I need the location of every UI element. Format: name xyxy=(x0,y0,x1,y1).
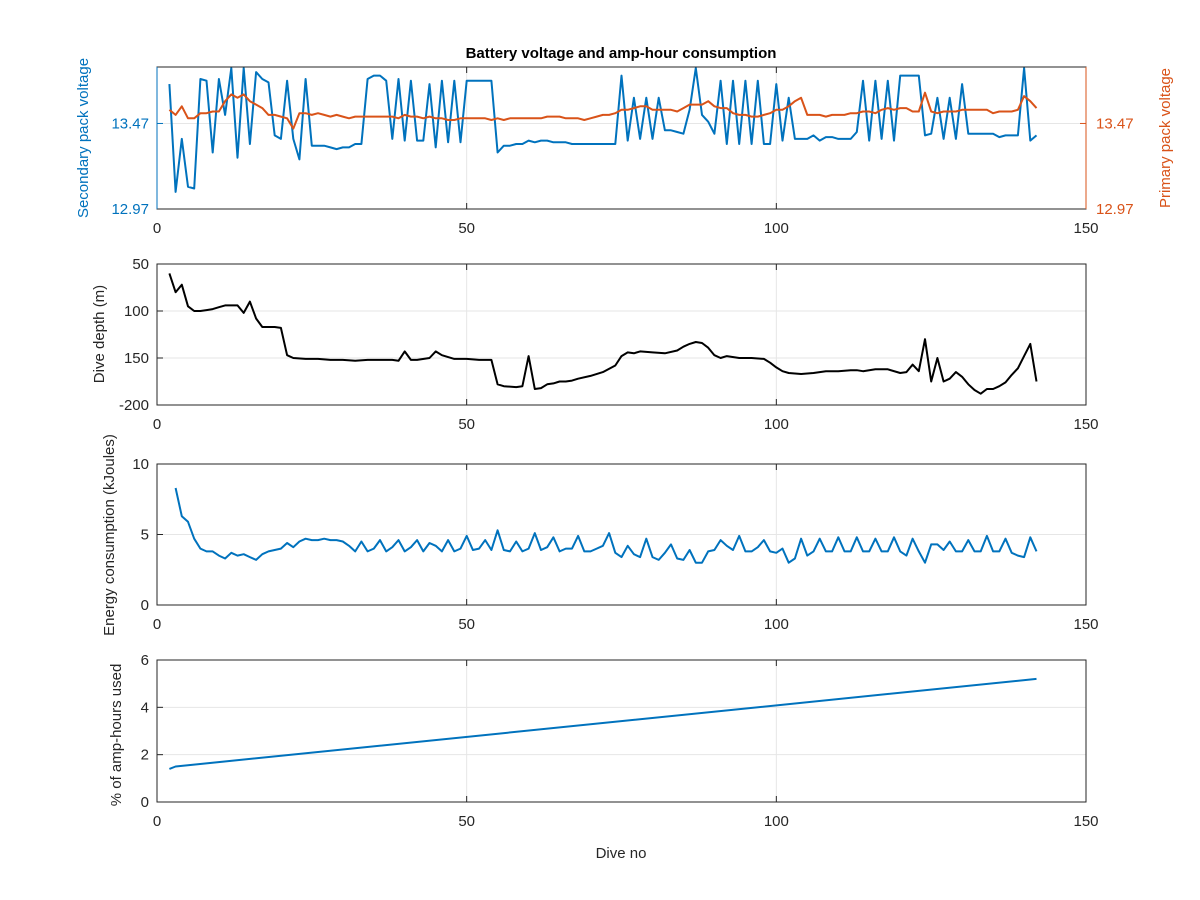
amphours-grid xyxy=(156,659,1087,803)
voltage-y-tick-label: 13.47 xyxy=(111,115,149,132)
energy-y-tick-label: 10 xyxy=(132,456,149,473)
energy-x-tick-label: 0 xyxy=(153,616,161,633)
depth-y-tick-label: 150 xyxy=(124,350,149,367)
voltage-series-right-line xyxy=(168,91,1038,130)
voltage-y-tick-label: 12.97 xyxy=(111,201,149,218)
energy-x-tick-label: 150 xyxy=(1073,616,1098,633)
amphours-x-tick-label: 150 xyxy=(1073,813,1098,830)
depth-x-tick-label: 0 xyxy=(153,416,161,433)
voltage-y-tick-label: 12.97 xyxy=(1096,201,1134,218)
amphours-axis-label: % of amp-hours used xyxy=(108,664,125,807)
depth-axis-label: Dive depth (m) xyxy=(91,285,108,383)
energy-x-tick-label: 100 xyxy=(764,616,789,633)
voltage-y-tick-label: 13.47 xyxy=(1096,115,1134,132)
depth-y-tick-label: 100 xyxy=(124,303,149,320)
amphours-x-tick-label: 50 xyxy=(458,813,475,830)
amphours-series-0-line xyxy=(169,677,1037,770)
x-axis-label: Dive no xyxy=(596,845,647,862)
amphours-y-tick-label: 4 xyxy=(141,699,149,716)
amphours-x-tick-label: 100 xyxy=(764,813,789,830)
amphours-panel: % of amp-hours used Dive no 0 50 100 150 0 2 4… xyxy=(108,652,1099,862)
voltage-x-tick-label: 150 xyxy=(1073,220,1098,237)
energy-y-tick-label: 0 xyxy=(141,597,149,614)
depth-y-tick-label: -200 xyxy=(119,397,149,414)
depth-axes-frame xyxy=(156,263,1087,406)
amphours-x-tick-label: 0 xyxy=(153,813,161,830)
voltage-panel: Battery voltage and amp-hour consumption… xyxy=(75,45,1174,237)
amphours-axes-background xyxy=(157,660,1086,802)
depth-y-tick-label: 50 xyxy=(132,256,149,273)
energy-axis-label: Energy consumption (kJoules) xyxy=(101,434,118,636)
depth-x-tick-label: 50 xyxy=(458,416,475,433)
depth-axes-background xyxy=(157,264,1086,405)
primary-voltage-axis-label: Primary pack voltage xyxy=(1157,68,1174,208)
voltage-series-left-line xyxy=(168,67,1038,193)
voltage-x-tick-label: 0 xyxy=(153,220,161,237)
energy-series-0-line xyxy=(174,487,1038,564)
voltage-axes-background xyxy=(157,67,1086,209)
depth-series-0-line xyxy=(168,273,1038,395)
voltage-grid xyxy=(156,67,1087,210)
amphours-axes-frame xyxy=(156,659,1087,803)
voltage-x-tick-label: 50 xyxy=(458,220,475,237)
amphours-y-tick-label: 6 xyxy=(141,652,149,669)
energy-panel: Energy consumption (kJoules) 0 50 100 150 0 5… xyxy=(101,434,1099,636)
amphours-y-tick-label: 2 xyxy=(141,747,149,764)
energy-x-tick-label: 50 xyxy=(458,616,475,633)
energy-y-tick-label: 5 xyxy=(141,527,149,544)
depth-grid xyxy=(156,263,1087,406)
depth-x-tick-label: 150 xyxy=(1073,416,1098,433)
energy-grid xyxy=(156,463,1087,606)
amphours-y-tick-label: 0 xyxy=(141,794,149,811)
voltage-panel-title: Battery voltage and amp-hour consumption xyxy=(466,45,777,62)
energy-axes-frame xyxy=(156,463,1087,606)
voltage-x-tick-label: 100 xyxy=(764,220,789,237)
depth-x-tick-label: 100 xyxy=(764,416,789,433)
depth-panel: Dive depth (m) 0 50 100 150 50 100 150 -200 xyxy=(91,256,1099,433)
secondary-voltage-axis-label: Secondary pack voltage xyxy=(75,58,92,218)
